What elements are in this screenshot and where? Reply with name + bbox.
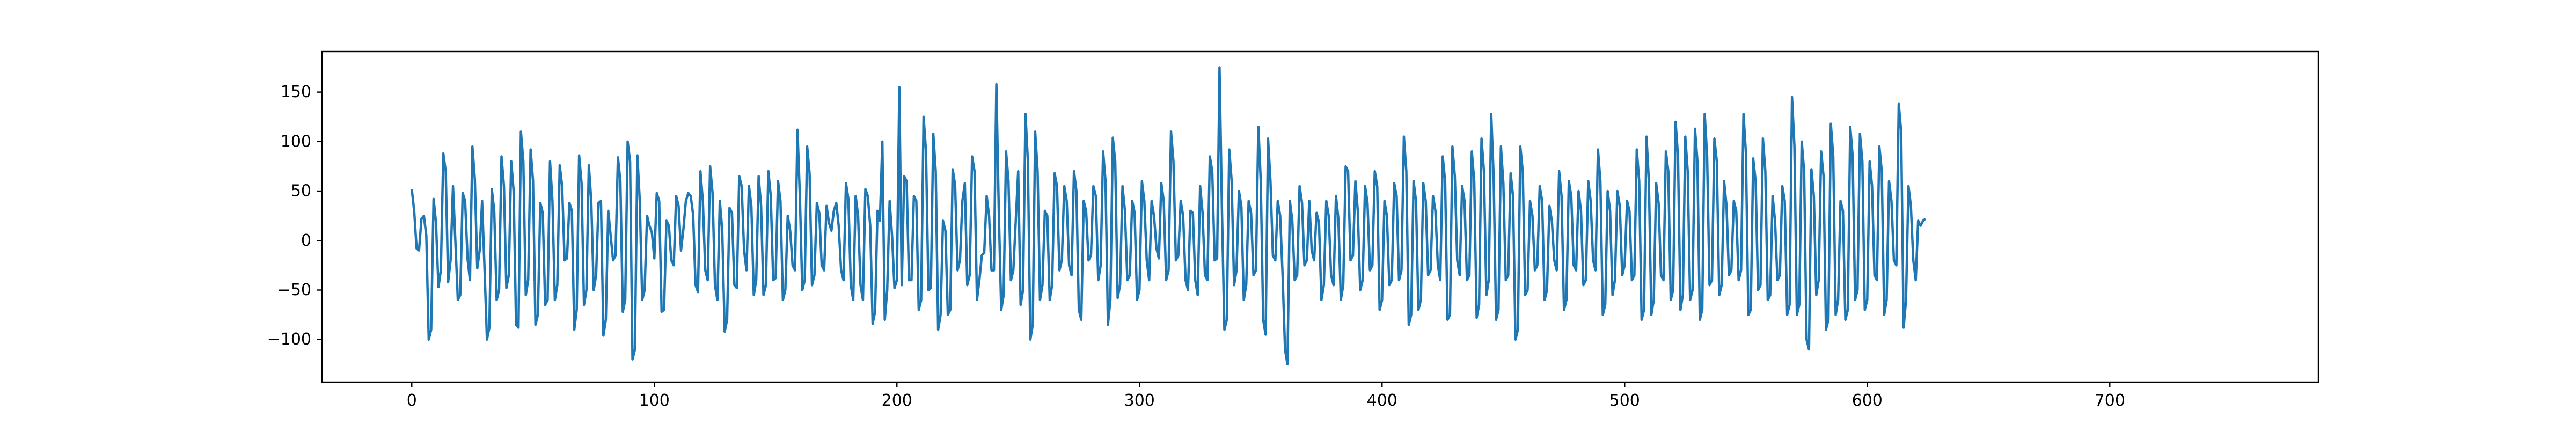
y-tick-label: 100	[281, 132, 311, 151]
y-tick-label: 50	[291, 182, 311, 201]
y-tick-label: −50	[277, 281, 311, 299]
x-tick-label: 300	[1124, 391, 1155, 410]
x-tick-label: 500	[1609, 391, 1640, 410]
y-tick-label: 0	[301, 231, 311, 250]
x-tick-label: 600	[1852, 391, 1883, 410]
y-tick-label: −100	[267, 330, 311, 349]
series-line-0	[411, 66, 1927, 366]
x-tick-label: 0	[407, 391, 417, 410]
x-tick-label: 700	[2095, 391, 2125, 410]
x-tick-label: 200	[882, 391, 912, 410]
y-axis-ticks: −100 −50 0 50 100 150	[267, 83, 322, 349]
x-tick-label: 100	[639, 391, 670, 410]
y-tick-label: 150	[281, 83, 311, 101]
x-axis-ticks: 0 100 200 300 400 500 600 700	[407, 382, 2125, 410]
axes-frame	[321, 50, 2319, 383]
x-tick-label: 400	[1367, 391, 1397, 410]
plot-area	[411, 66, 1927, 366]
